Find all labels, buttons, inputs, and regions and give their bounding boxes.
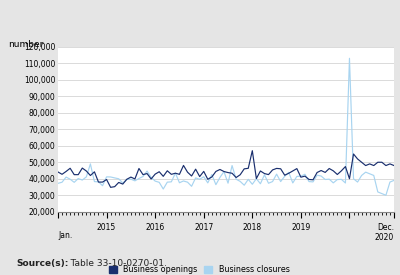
Text: 2016: 2016 [146, 223, 165, 232]
Text: Dec.
2020: Dec. 2020 [375, 223, 394, 242]
Text: Jan.: Jan. [58, 231, 72, 240]
Text: 2019: 2019 [291, 223, 310, 232]
Legend: Business openings, Business closures: Business openings, Business closures [109, 265, 290, 274]
Text: number: number [8, 40, 43, 49]
Text: Table 33-10-0270-01.: Table 33-10-0270-01. [62, 259, 167, 268]
Text: 2015: 2015 [97, 223, 116, 232]
Text: 2017: 2017 [194, 223, 213, 232]
Text: 2018: 2018 [243, 223, 262, 232]
Text: Source(s):: Source(s): [16, 259, 68, 268]
